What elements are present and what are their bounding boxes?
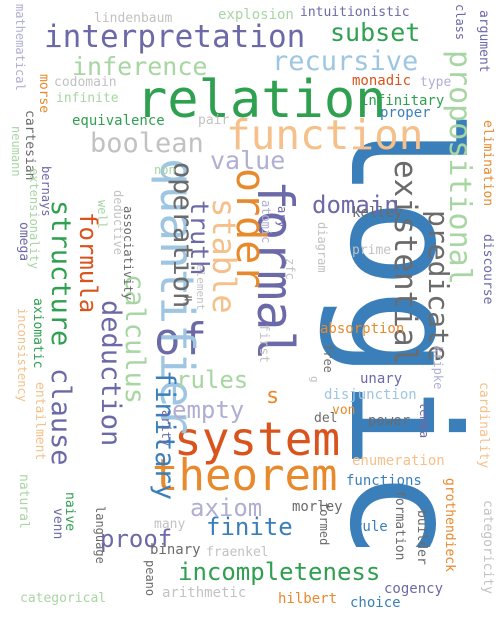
word-absorption: absorption xyxy=(320,321,405,337)
word-free: free xyxy=(321,344,335,373)
word-bernays: bernays xyxy=(39,166,53,217)
word-inference: inference xyxy=(72,52,208,81)
word-type: type xyxy=(420,75,452,90)
word-fraenkel: fraenkel xyxy=(206,545,269,560)
word-value: value xyxy=(210,146,286,175)
word-infinitary: infinitary xyxy=(360,93,445,109)
word-g-fragment: g xyxy=(308,376,321,383)
word-s-fragment: s xyxy=(266,384,280,409)
word-of: of xyxy=(154,314,207,365)
word-system: system xyxy=(174,412,341,466)
word-equals: = xyxy=(184,291,193,307)
word-hilbert: hilbert xyxy=(278,591,338,607)
word-prime: prime xyxy=(352,243,392,258)
word-axiomatic: axiomatic xyxy=(30,298,45,369)
word-non: non xyxy=(154,163,176,177)
word-del: del xyxy=(314,411,338,426)
word-axiom: axiom xyxy=(190,494,263,522)
word-enumeration: enumeration xyxy=(352,453,445,469)
word-von: von xyxy=(332,403,356,418)
word-clause: clause xyxy=(45,368,76,466)
word-class: class xyxy=(453,4,467,41)
word-functions: functions xyxy=(346,473,422,489)
word-kelley: kelley xyxy=(352,205,403,221)
word-kripke: kripke xyxy=(431,346,445,390)
word-diagram: diagram xyxy=(315,222,329,273)
word-deduction: deduction xyxy=(95,300,126,447)
word-unary: unary xyxy=(360,371,403,387)
word-cogency: cogency xyxy=(384,581,444,597)
word-proof: proof xyxy=(100,525,173,553)
word-many: many xyxy=(154,517,186,532)
word-well: well xyxy=(95,200,109,229)
word-codomain: codomain xyxy=(54,75,117,90)
word-intuitionistic: intuitionistic xyxy=(300,5,410,20)
word-venn: venn xyxy=(50,508,65,540)
word-zfc: zfc xyxy=(283,258,297,280)
word-neumann: neumann xyxy=(9,126,23,177)
word-infinite: infinite xyxy=(56,91,119,106)
word-lindenbaum: lindenbaum xyxy=(94,11,173,26)
word-grothendieck: grothendieck xyxy=(442,478,457,572)
word-arithmetic: arithmetic xyxy=(162,585,247,601)
word-first: first xyxy=(256,324,271,364)
word-morse: morse xyxy=(36,74,51,114)
word-choice: choice xyxy=(350,595,401,611)
word-theorem: theorem xyxy=(152,450,338,501)
word-explosion: explosion xyxy=(218,7,294,23)
word-function: function xyxy=(226,111,424,159)
word-lemma: lemma xyxy=(417,402,431,439)
word-omega: omega xyxy=(16,222,31,262)
word-morley: morley xyxy=(292,499,343,515)
word-inconsistency: inconsistency xyxy=(15,308,29,402)
word-rules: rules xyxy=(176,366,249,394)
word-element: element xyxy=(194,264,207,311)
word-proper: proper xyxy=(380,105,431,121)
word-structure: structure xyxy=(45,200,76,347)
word-language: language xyxy=(93,506,107,564)
word-atomic: atomic xyxy=(259,200,273,244)
word-arity: arity xyxy=(159,410,173,447)
word-peano: peano xyxy=(143,560,157,597)
word-interpretation: interpretation xyxy=(44,19,306,55)
word-subset: subset xyxy=(330,18,421,47)
word-entailment: entailment xyxy=(32,382,47,461)
word-domain: domain xyxy=(312,191,399,219)
word-ary: ary xyxy=(275,206,289,228)
word-pair: pair xyxy=(198,113,230,128)
word-formation: formation xyxy=(392,490,407,561)
word-predicate: predicate xyxy=(422,210,455,362)
word-incompleteness: incompleteness xyxy=(178,558,381,586)
word-mathematical: mathematical xyxy=(13,4,27,91)
word-categorical: categorical xyxy=(20,591,107,606)
word-finite: finite xyxy=(206,513,293,541)
word-argument: argument xyxy=(476,10,491,73)
word-disjunction: disjunction xyxy=(324,387,417,403)
word-discourse: discourse xyxy=(480,234,495,305)
word-rule: rule xyxy=(354,519,388,535)
word-relation: relation xyxy=(136,70,387,130)
word-boolean: boolean xyxy=(90,128,204,159)
word-cardinality: cardinality xyxy=(476,382,491,469)
word-empty: empty xyxy=(172,396,245,424)
word-categoricity: categoricity xyxy=(480,500,495,594)
word-builder: builder xyxy=(414,510,429,565)
word-binary: binary xyxy=(150,542,201,558)
word-equivalence: equivalence xyxy=(72,113,165,129)
word-elimination: elimination xyxy=(480,120,495,207)
word-power: power xyxy=(368,413,411,429)
word-monadic: monadic xyxy=(352,73,412,89)
word-associativity: associativity xyxy=(121,206,135,300)
word-formed: formed xyxy=(317,502,331,546)
word-natural: natural xyxy=(16,474,31,529)
word-recursive: recursive xyxy=(272,46,419,77)
